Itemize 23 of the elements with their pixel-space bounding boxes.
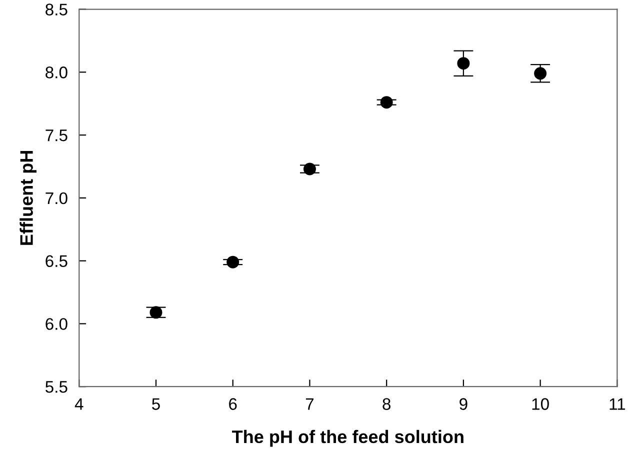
x-tick-label: 9 [460,398,468,410]
x-tick-label: 5 [152,398,160,410]
point [150,306,162,319]
x-axis-title: The pH of the feed solution [232,430,464,447]
x-tick-label: 4 [74,398,84,410]
y-tick-label: 6.0 [46,318,68,330]
x-tick-label: 7 [306,398,314,410]
y-tick-label: 8.0 [46,66,68,78]
x-tick-label: 10 [532,398,549,410]
point [303,162,316,176]
y-axis-title: Effluent pH [20,151,37,245]
point [457,57,470,70]
x-tick-label: 6 [229,398,237,410]
point [380,96,393,109]
y-tick-label: 7.5 [46,130,68,142]
y-tick-label: 8.5 [46,4,68,16]
point [226,256,240,268]
x-tick-label: 8 [382,398,390,410]
y-tick-label: 7.0 [46,192,68,204]
y-tick-label: 5.5 [46,381,68,393]
x-tick-label: 11 [610,398,626,410]
point [534,67,547,80]
y-tick-label: 6.5 [46,255,68,268]
